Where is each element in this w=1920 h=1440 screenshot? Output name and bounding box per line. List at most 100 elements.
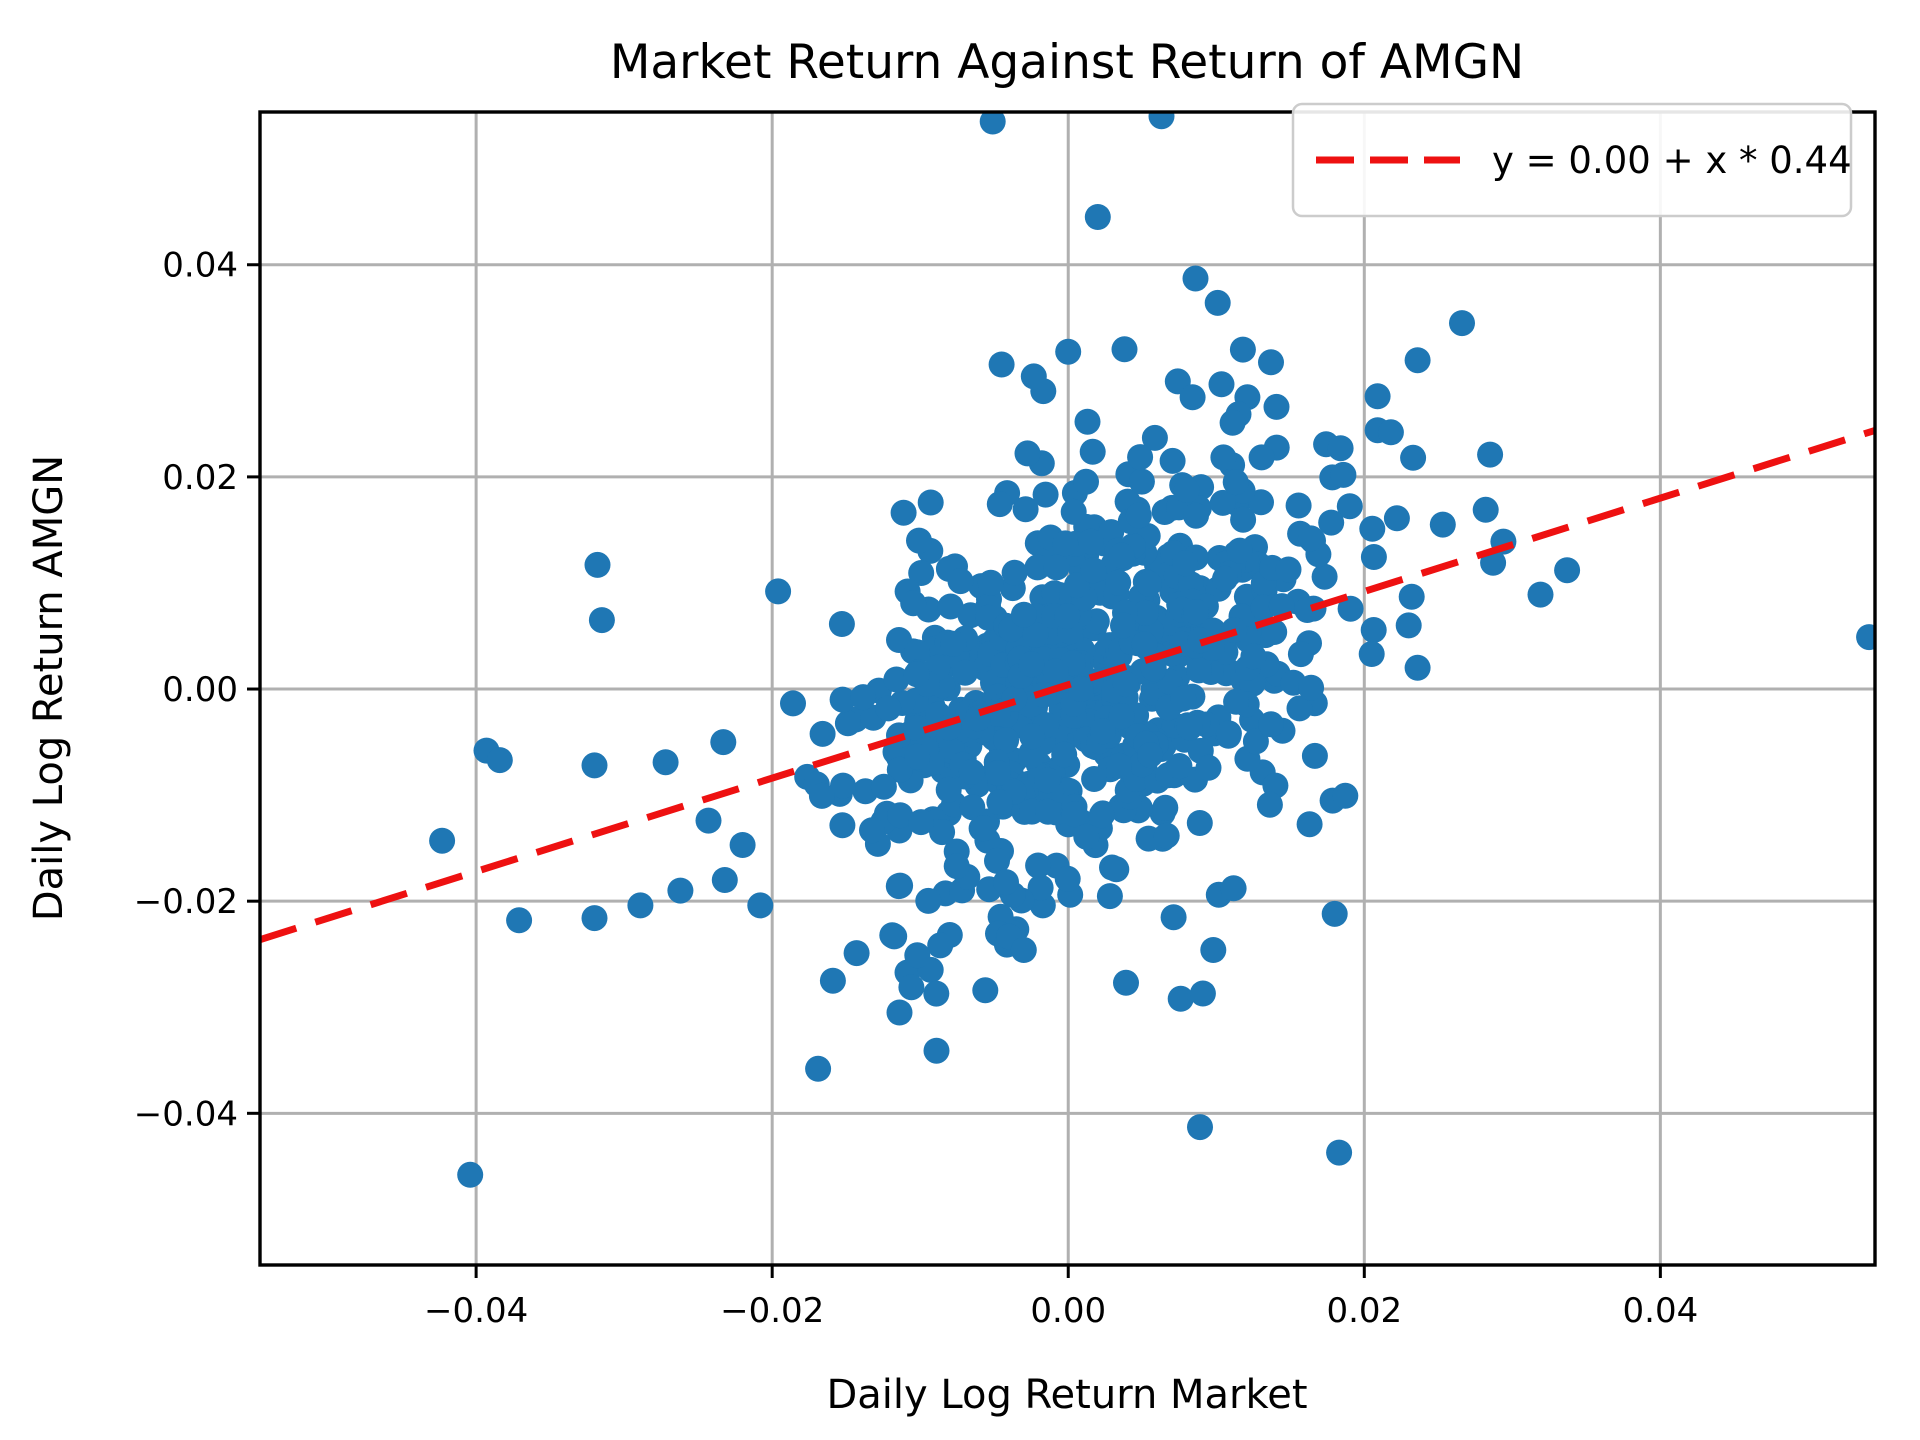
scatter-point (887, 802, 914, 829)
scatter-point (829, 686, 856, 713)
scatter-point (1108, 542, 1135, 569)
scatter-point (1360, 617, 1387, 643)
scatter-point (1223, 688, 1250, 715)
x-tick-label: −0.04 (424, 1291, 528, 1331)
scatter-point (977, 569, 1004, 596)
scatter-point (1096, 883, 1123, 910)
scatter-point (1395, 612, 1422, 639)
scatter-point (947, 568, 974, 595)
scatter-point (1060, 498, 1087, 525)
scatter-point (1398, 583, 1425, 610)
scatter-point (1258, 349, 1284, 376)
scatter-point (1105, 752, 1132, 779)
scatter-point (1332, 782, 1359, 809)
x-tick-label: −0.02 (720, 1291, 824, 1331)
scatter-point (1856, 624, 1875, 651)
scatter-point (1167, 985, 1194, 1012)
scatter-point (1404, 654, 1431, 681)
scatter-point (652, 749, 679, 776)
scatter-point (1127, 444, 1154, 471)
scatter-point (1311, 563, 1338, 590)
scatter-point (1327, 435, 1354, 462)
scatter-point (1131, 631, 1158, 658)
scatter-point (1022, 621, 1049, 648)
scatter-point (808, 782, 835, 809)
scatter-point (1294, 597, 1321, 623)
scatter-point (1010, 601, 1037, 628)
scatter-point (1183, 599, 1210, 626)
scatter-point (429, 827, 456, 854)
scatter-point (1212, 565, 1238, 592)
scatter-point (1364, 383, 1391, 410)
scatter-point (1173, 477, 1200, 503)
scatter-point (923, 1037, 950, 1064)
scatter-point (890, 499, 917, 526)
scatter-point (1103, 856, 1130, 883)
scatter-point (917, 489, 944, 516)
scatter-point (984, 847, 1010, 874)
scatter-point (729, 832, 756, 858)
scatter-point (1088, 802, 1115, 829)
scatter-point (1014, 440, 1041, 467)
scatter-point (1110, 612, 1136, 639)
scatter-point (1052, 530, 1079, 557)
scatter-point (959, 794, 986, 821)
chart-title: Market Return Against Return of AMGN (610, 35, 1524, 90)
scatter-point (1012, 496, 1039, 523)
scatter-point (1019, 723, 1046, 750)
scatter-point (1429, 511, 1456, 538)
scatter-point (898, 974, 925, 1001)
scatter-point (1301, 742, 1328, 769)
scatter-point (1132, 599, 1159, 626)
scatter-point (1336, 493, 1363, 520)
scatter-point (904, 942, 931, 969)
scatter-point (1024, 554, 1051, 581)
scatter-point (1074, 408, 1101, 435)
scatter-point (819, 967, 846, 994)
scatter-point (805, 1055, 832, 1082)
scatter-point (1287, 641, 1314, 668)
scatter-point (1051, 741, 1078, 768)
y-tick-label: −0.04 (134, 1094, 238, 1134)
scatter-point (1256, 791, 1283, 818)
scatter-point (886, 999, 913, 1026)
scatter-point (1222, 469, 1249, 496)
scatter-point (1054, 865, 1081, 892)
scatter-point (915, 887, 942, 914)
scatter-point (970, 815, 997, 842)
scatter-point (1079, 438, 1106, 465)
scatter-point (1054, 603, 1081, 630)
scatter-point (1113, 969, 1139, 996)
scatter-point (1077, 528, 1104, 555)
scatter-point (1034, 767, 1061, 794)
scatter-point (809, 720, 836, 747)
scatter-point (1286, 695, 1313, 722)
scatter-point (935, 776, 962, 803)
scatter-point (1020, 363, 1047, 390)
scatter-point (1400, 444, 1427, 471)
scatter-point (1136, 570, 1162, 597)
x-axis-label: Daily Log Return Market (826, 1372, 1307, 1418)
scatter-point (1337, 595, 1364, 622)
scatter-point (1240, 643, 1267, 670)
scatter-point (1186, 657, 1212, 684)
scatter-point (506, 907, 533, 934)
scatter-point (581, 752, 608, 779)
scatter-point (1152, 794, 1179, 821)
scatter-point (1449, 310, 1475, 337)
scatter-point (1210, 444, 1237, 471)
scatter-point (1204, 289, 1231, 316)
scatter-point (875, 695, 902, 722)
scatter-points-layer (429, 112, 1875, 1188)
scatter-point (1170, 685, 1197, 712)
scatter-point (906, 527, 932, 554)
scatter-point (903, 714, 930, 741)
scatter-point (834, 710, 861, 737)
scatter-point (1330, 461, 1357, 488)
scatter-point (667, 877, 694, 904)
scatter-point (885, 873, 912, 900)
scatter-point (1220, 875, 1247, 902)
scatter-point (780, 690, 806, 717)
scatter-point (1472, 496, 1499, 523)
